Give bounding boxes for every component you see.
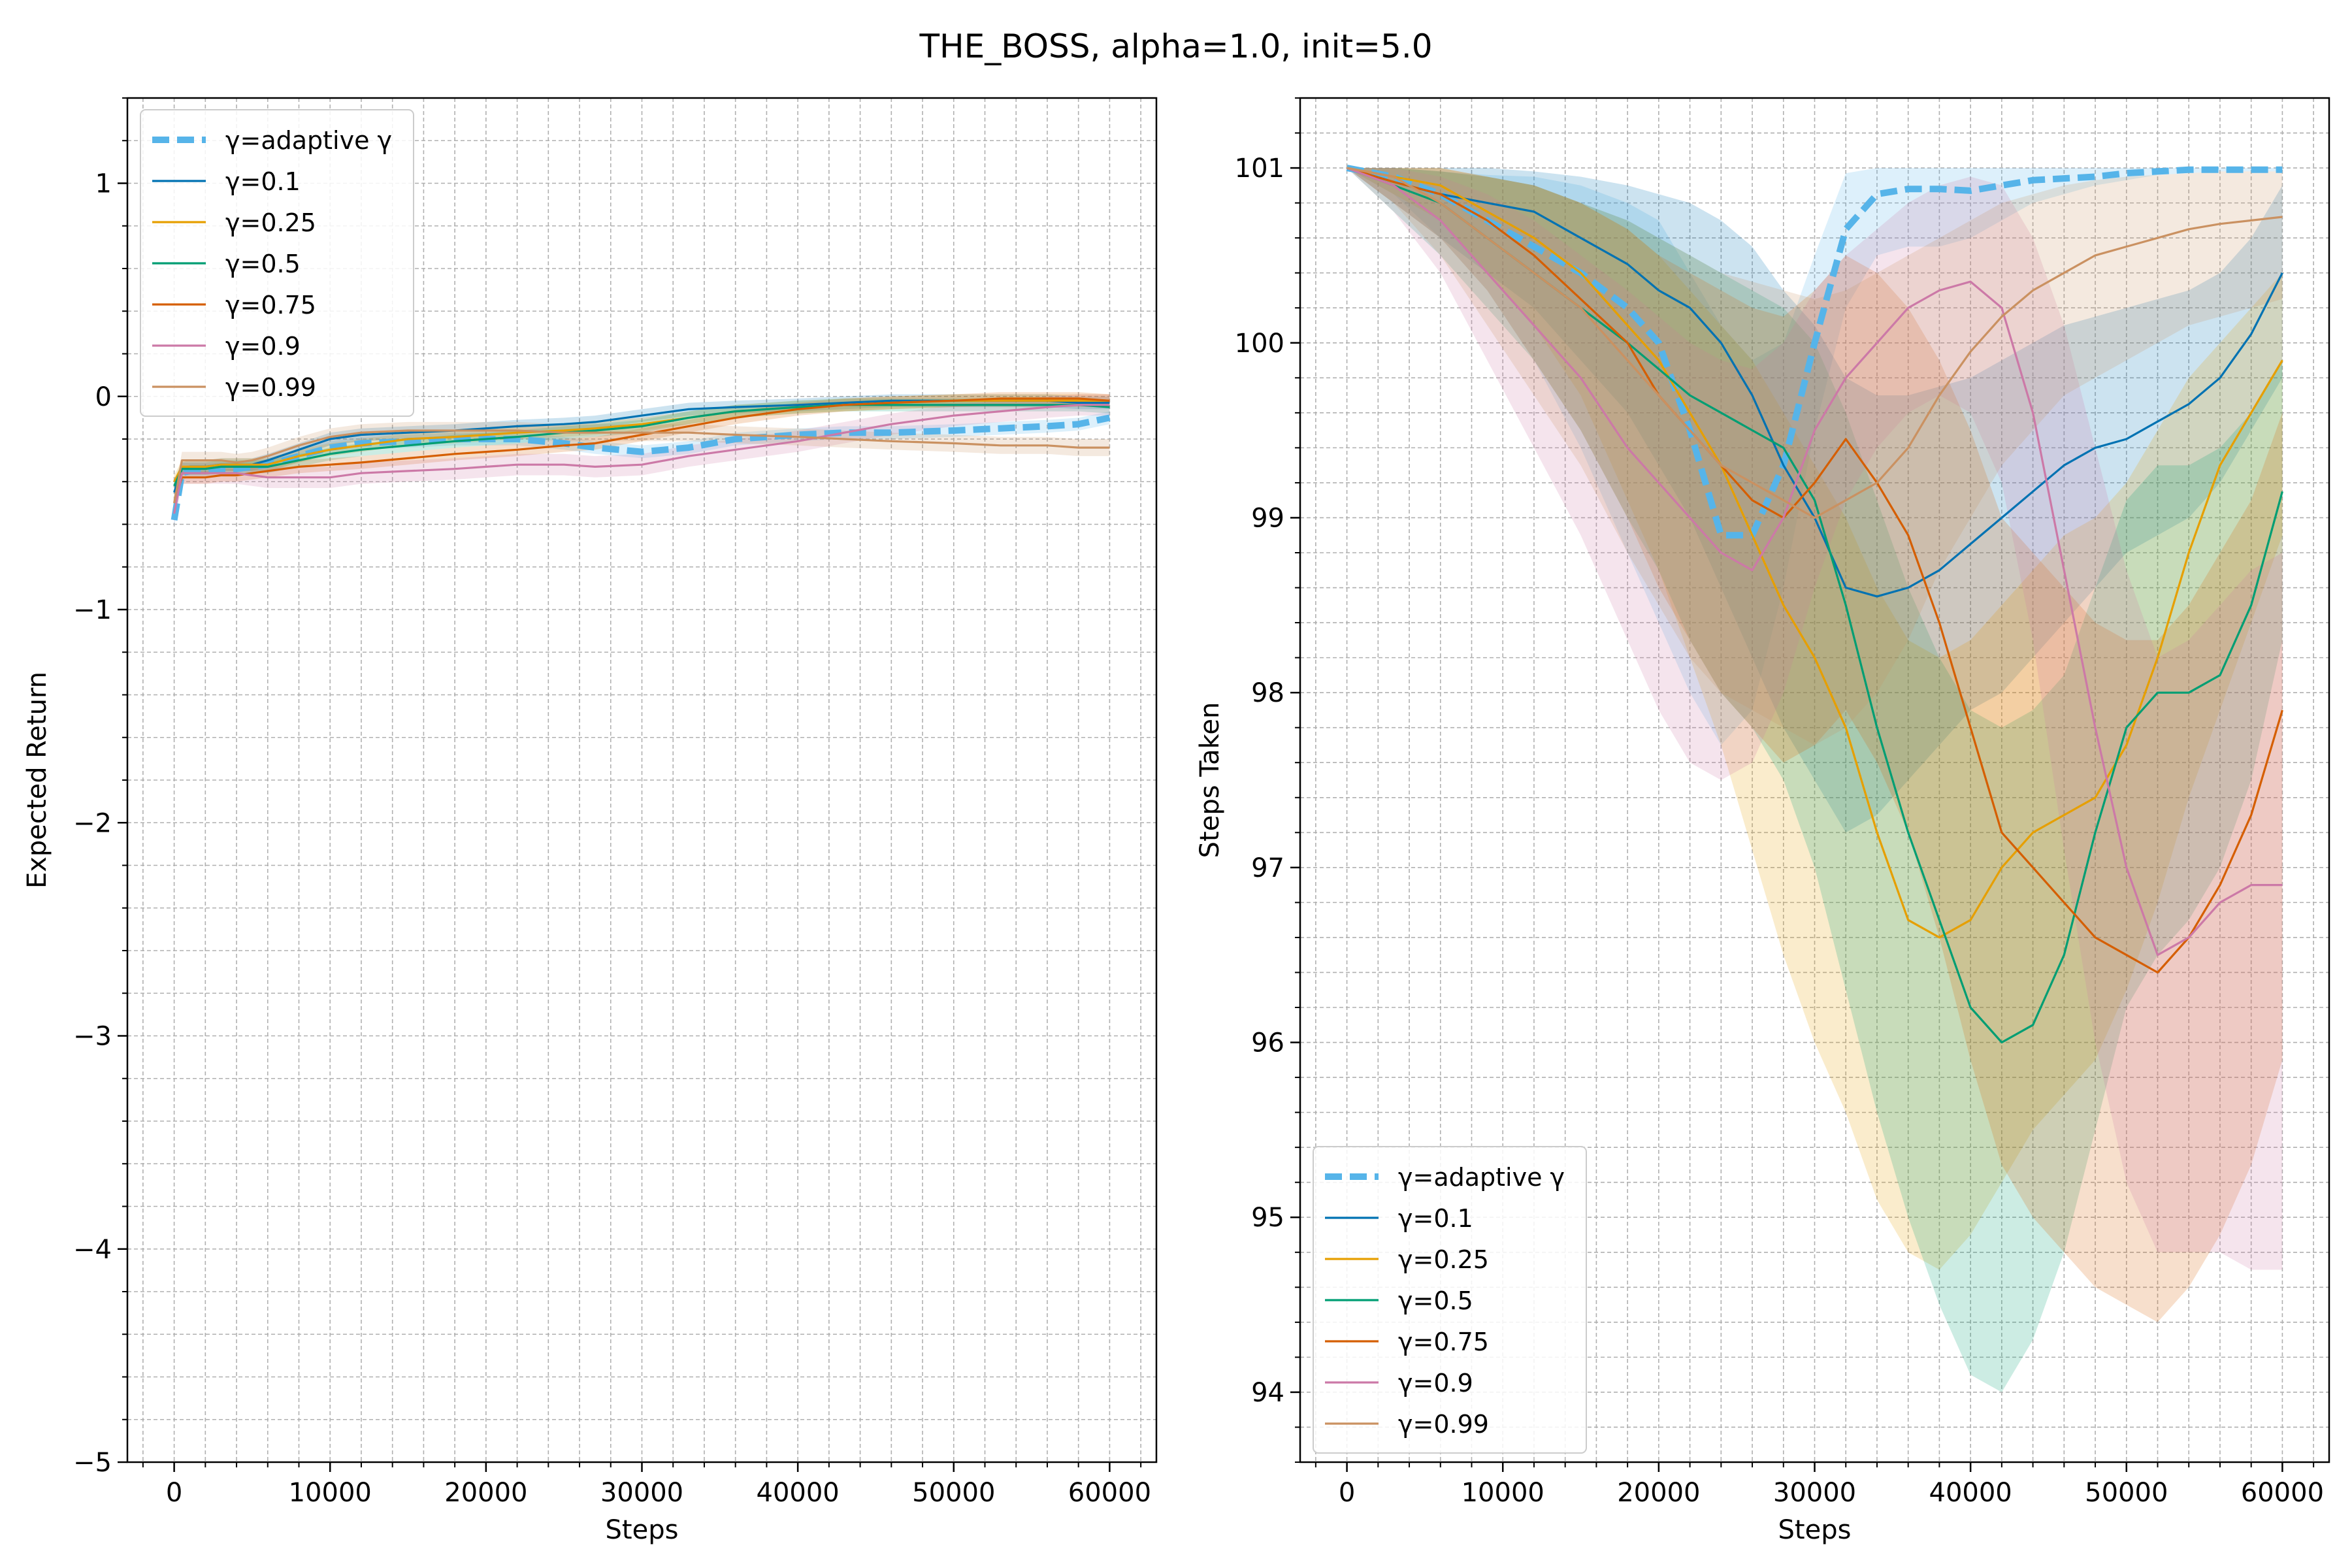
x-tick-label: 60000 [2241, 1478, 2324, 1508]
y-axis: 1 0 −1 −2 −3 −4 −5 Expected Return [22, 97, 127, 1478]
y-tick-label: 98 [1251, 678, 1284, 708]
legend-label: γ=adaptive γ [1398, 1163, 1565, 1192]
legend-label: γ=0.1 [1398, 1204, 1473, 1233]
x-tick-label: 30000 [600, 1478, 683, 1508]
legend-label: γ=0.99 [225, 373, 316, 402]
legend-label: γ=adaptive γ [225, 126, 392, 155]
y-tick-label: 95 [1251, 1203, 1284, 1233]
x-axis-label: Steps [606, 1515, 679, 1545]
legend-label: γ=0.75 [225, 291, 316, 319]
legend-label: γ=0.25 [225, 208, 316, 237]
series-line-g0.25 [1347, 167, 2283, 939]
y-axis-label: Steps Taken [1195, 702, 1225, 858]
series-line-g0.9 [173, 404, 1110, 514]
x-tick-label: 50000 [2085, 1478, 2168, 1508]
legend-label: γ=0.75 [1398, 1328, 1489, 1356]
band-g0.5 [1347, 168, 2283, 1392]
x-axis-label: Steps [1778, 1515, 1852, 1545]
x-tick-label: 20000 [1617, 1478, 1700, 1508]
legend-box [1313, 1146, 1587, 1454]
plot-area [1346, 165, 2283, 1392]
series-line-g0.9 [1347, 167, 2283, 956]
y-tick-label: 99 [1251, 503, 1284, 533]
x-tick-label: 10000 [289, 1478, 372, 1508]
series-line-g0.99 [173, 429, 1110, 504]
y-tick-label: −2 [73, 808, 112, 838]
y-tick-label: 0 [95, 382, 112, 412]
band-adaptive [1347, 168, 2283, 745]
legend-label: γ=0.99 [1398, 1410, 1489, 1439]
band-g0.75 [174, 392, 1110, 510]
legend-box [140, 109, 414, 417]
legend-label: γ=0.1 [225, 167, 301, 196]
y-tick-label: 100 [1235, 329, 1284, 359]
left-panel-expected-return: 0 10000 20000 30000 40000 50000 60000 Steps 1 0 −1… [22, 97, 1158, 1545]
y-tick-label: −4 [73, 1235, 112, 1265]
band-g0.99 [1347, 168, 2283, 745]
y-tick-label: −5 [73, 1448, 112, 1478]
x-tick-label: 40000 [1929, 1478, 2012, 1508]
y-tick-label: −3 [73, 1022, 112, 1052]
band-g0.75 [1347, 168, 2283, 1322]
x-tick-label: 30000 [1773, 1478, 1856, 1508]
series-line-g0.99 [1347, 167, 2283, 519]
y-tick-label: 1 [95, 169, 112, 199]
x-tick-label: 60000 [1068, 1478, 1151, 1508]
legend-label: γ=0.5 [1398, 1286, 1473, 1315]
series-line-g0.75 [173, 397, 1110, 504]
legend: γ=adaptive γ γ=0.1 γ=0.25 γ=0.5 γ=0.75 γ=0.9 γ… [1313, 1146, 1587, 1454]
y-axis: 94 95 96 97 98 99 100 101 Steps Taken [1195, 97, 1300, 1463]
y-tick-label: 94 [1251, 1378, 1284, 1408]
x-tick-label: 0 [1339, 1478, 1355, 1508]
right-panel-steps-taken: 0 10000 20000 30000 40000 50000 60000 Steps 94 95… [1195, 97, 2330, 1545]
y-tick-label: 97 [1251, 853, 1284, 883]
x-tick-label: 0 [166, 1478, 182, 1508]
legend-label: γ=0.25 [1398, 1245, 1489, 1274]
plot-area [171, 392, 1111, 527]
series-line-g0.5 [173, 404, 1110, 487]
x-axis: 0 10000 20000 30000 40000 50000 60000 Steps [1315, 1462, 2324, 1545]
legend: γ=adaptive γ γ=0.1 γ=0.25 γ=0.5 γ=0.75 γ=0.9 γ… [140, 109, 414, 417]
band-g0.99 [174, 421, 1110, 512]
band-g0.25 [1347, 168, 2283, 1270]
band-g0.9 [1347, 168, 2283, 1270]
x-tick-label: 20000 [444, 1478, 527, 1508]
x-tick-label: 10000 [1462, 1478, 1544, 1508]
y-axis-label: Expected Return [22, 672, 52, 889]
series-line-g0.75 [1347, 167, 2283, 974]
legend-label: γ=0.5 [225, 250, 301, 278]
figure-title: THE_BOSS, alpha=1.0, init=5.0 [919, 27, 1432, 65]
legend-label: γ=0.9 [225, 332, 301, 361]
y-tick-label: 96 [1251, 1028, 1284, 1058]
x-tick-label: 40000 [757, 1478, 840, 1508]
y-tick-label: 101 [1235, 154, 1284, 184]
x-axis: 0 10000 20000 30000 40000 50000 60000 Steps [142, 1462, 1151, 1545]
x-tick-label: 50000 [912, 1478, 995, 1508]
series-line-g0.1 [1347, 167, 2283, 598]
y-tick-label: −1 [73, 595, 112, 625]
series-line-adaptive [1346, 165, 2283, 539]
legend-label: γ=0.9 [1398, 1369, 1473, 1397]
